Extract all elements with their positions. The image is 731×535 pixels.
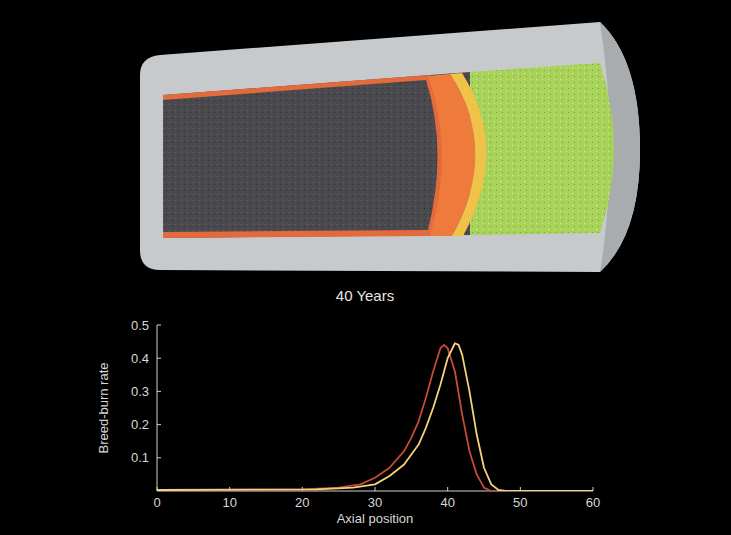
x-tick-label: 40 — [440, 495, 454, 510]
y-tick — [157, 424, 161, 425]
series-line — [157, 343, 593, 491]
title: 40 Years — [336, 287, 394, 304]
reactor-illustration — [140, 22, 640, 272]
x-tick — [375, 487, 376, 491]
x-tick-label: 20 — [295, 495, 309, 510]
y-tick — [157, 391, 161, 392]
y-tick-label: 0.1 — [131, 450, 149, 465]
y-tick-label: 0.3 — [131, 384, 149, 399]
x-tick-label: 50 — [513, 495, 527, 510]
x-tick-label: 10 — [222, 495, 236, 510]
x-tick-label: 0 — [153, 495, 160, 510]
shell — [140, 22, 640, 272]
y-tick — [157, 358, 161, 359]
y-tick-label: 0.2 — [131, 417, 149, 432]
fresh-fuel-zone — [470, 63, 614, 235]
x-tick-label: 30 — [368, 495, 382, 510]
canvas: 40 Years 0 10 20 30 40 50 60 0.1 0.2 0.3 0.4 0.5 Axia… — [0, 0, 731, 535]
burn-edge — [163, 75, 443, 238]
y-tick-label: 0.4 — [131, 351, 149, 366]
y-tick-label: 0.5 — [131, 318, 149, 333]
burn-wave-front — [450, 73, 486, 236]
y-tick — [157, 325, 161, 326]
x-tick-label: 60 — [586, 495, 600, 510]
plot-area — [157, 343, 593, 491]
y-tick — [157, 457, 161, 458]
y-axis-title: Breed-burn rate — [96, 362, 111, 453]
y-axis — [157, 325, 158, 491]
series-line — [157, 345, 593, 491]
x-tick — [447, 487, 448, 491]
burned-zone — [163, 72, 470, 238]
x-axis-title: Axial position — [337, 511, 414, 526]
